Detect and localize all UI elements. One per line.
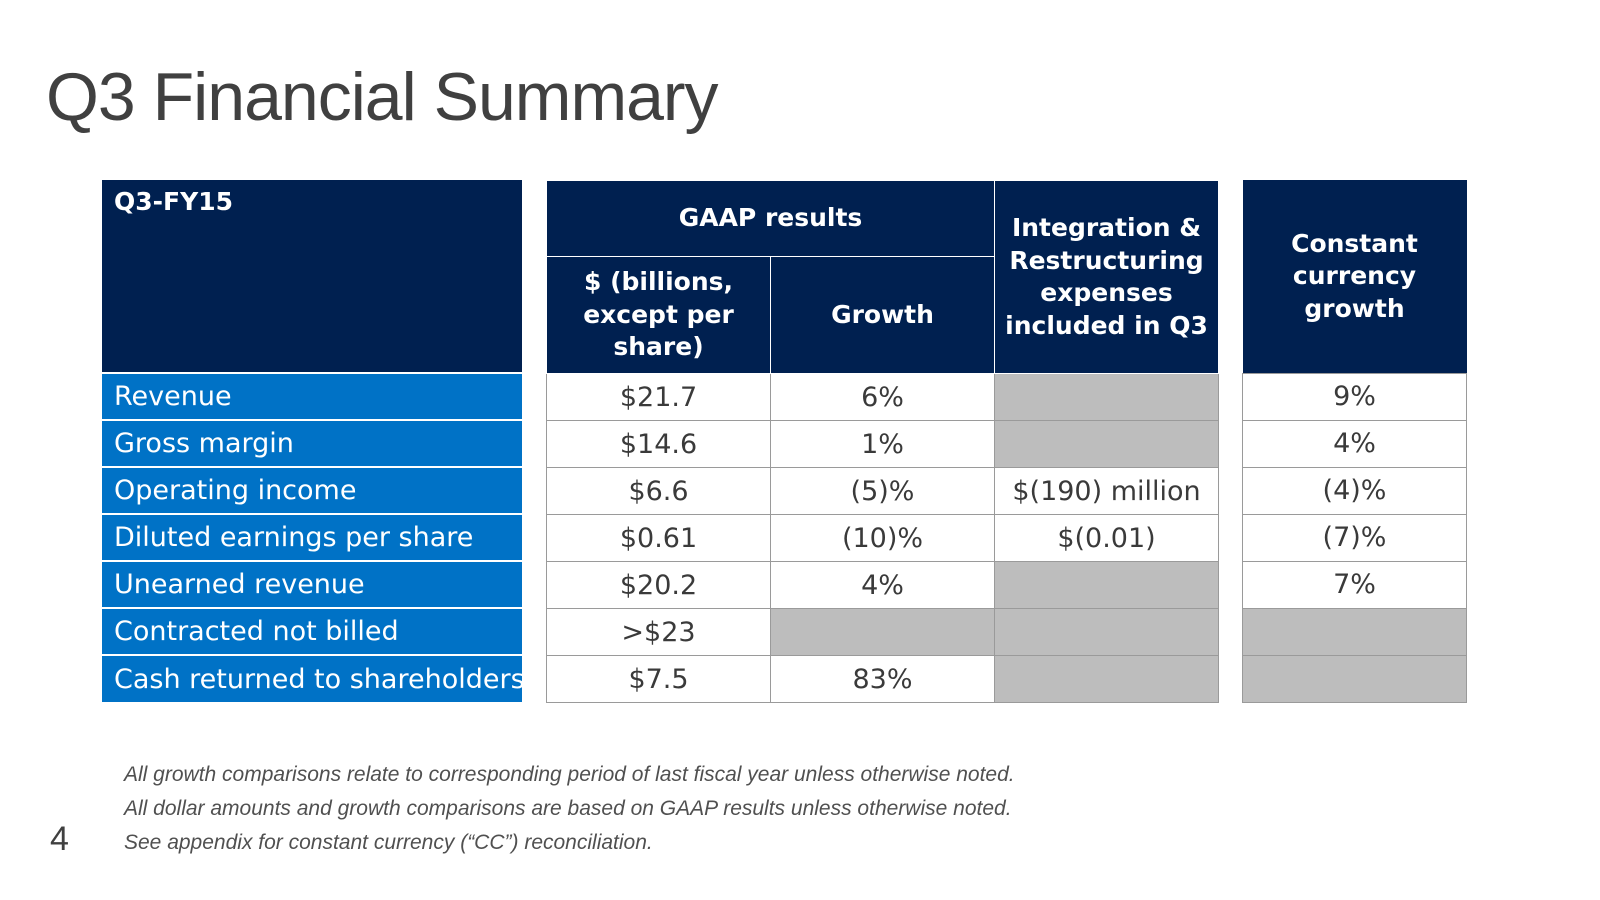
empty-cell <box>994 655 1220 703</box>
dollars-cell: $6.6 <box>546 467 771 515</box>
row-label: Cash returned to shareholders <box>102 654 525 702</box>
gaap-results-table: GAAP results Integration & Restructuring… <box>545 180 1220 703</box>
table-row: 7% <box>1242 560 1467 609</box>
dollars-billions-header: $ (billions, except per share) <box>546 256 771 374</box>
empty-cell <box>994 373 1220 421</box>
footnote: See appendix for constant currency (“CC”… <box>124 831 653 854</box>
dollars-cell: $20.2 <box>546 561 771 609</box>
empty-cell <box>769 608 996 656</box>
empty-cell <box>994 608 1220 656</box>
dollars-cell: $14.6 <box>546 420 771 468</box>
table-row <box>1242 654 1467 703</box>
footnote: All dollar amounts and growth comparison… <box>124 797 1012 820</box>
table-row: (7)% <box>1242 513 1467 562</box>
row-label: Operating income <box>102 466 522 514</box>
gaap-results-header: GAAP results <box>545 180 996 257</box>
row-label: Revenue <box>102 372 522 420</box>
growth-cell: (5)% <box>769 467 996 515</box>
table-row: $20.2 4% <box>546 561 1220 609</box>
row-label: Unearned revenue <box>102 560 522 608</box>
constant-currency-table: Constant currency growth 9% 4% (4)% (7)% 7% <box>1242 180 1467 703</box>
constant-currency-growth-cell: 4% <box>1242 419 1467 468</box>
constant-currency-growth-cell: 7% <box>1242 560 1467 609</box>
table-row: $6.6 (5)% $(190) million <box>546 467 1220 515</box>
table-row: Operating income <box>102 466 522 514</box>
table-row: Unearned revenue <box>102 560 522 608</box>
table-row: $0.61 (10)% $(0.01) <box>546 514 1220 562</box>
constant-currency-growth-cell: 9% <box>1242 372 1467 421</box>
growth-cell: 4% <box>769 561 996 609</box>
table-row: $7.5 83% <box>546 655 1220 703</box>
page-number: 4 <box>50 820 69 858</box>
integration-cell: $(0.01) <box>994 514 1220 562</box>
growth-cell: (10)% <box>769 514 996 562</box>
integration-cell: $(190) million <box>994 467 1220 515</box>
growth-cell: 6% <box>769 373 996 421</box>
footnote: All growth comparisons relate to corresp… <box>124 763 1015 786</box>
growth-cell: 1% <box>769 420 996 468</box>
table-row: $14.6 1% <box>546 420 1220 468</box>
table-row <box>1242 607 1467 656</box>
constant-currency-growth-cell: (4)% <box>1242 466 1467 515</box>
integration-restructuring-header: Integration & Restructuring expenses inc… <box>994 180 1220 374</box>
dollars-cell: $21.7 <box>546 373 771 421</box>
constant-currency-growth-cell: (7)% <box>1242 513 1467 562</box>
empty-cell <box>1242 654 1467 703</box>
empty-cell <box>1242 607 1467 656</box>
table-row: Diluted earnings per share <box>102 513 522 561</box>
empty-cell <box>994 420 1220 468</box>
table-row: 9% <box>1242 372 1467 421</box>
row-label: Gross margin <box>102 419 522 467</box>
table-row: Gross margin <box>102 419 522 467</box>
table-row: $21.7 6% <box>546 373 1220 421</box>
period-label: Q3-FY15 <box>102 180 522 373</box>
table-row: Revenue <box>102 372 522 420</box>
table-row: Cash returned to shareholders <box>102 654 525 702</box>
row-label-table: Q3-FY15 Revenue Gross margin Operating inc… <box>102 180 525 702</box>
dollars-cell: $7.5 <box>546 655 771 703</box>
row-label: Contracted not billed <box>102 607 522 655</box>
empty-cell <box>994 561 1220 609</box>
growth-cell: 83% <box>769 655 996 703</box>
row-label: Diluted earnings per share <box>102 513 522 561</box>
table-row: >$23 <box>546 608 1220 656</box>
dollars-cell: >$23 <box>546 608 771 656</box>
constant-currency-growth-header: Constant currency growth <box>1242 180 1467 373</box>
slide-title: Q3 Financial Summary <box>46 59 719 135</box>
table-row: 4% <box>1242 419 1467 468</box>
table-row: Contracted not billed <box>102 607 522 655</box>
table-row: (4)% <box>1242 466 1467 515</box>
dollars-cell: $0.61 <box>546 514 771 562</box>
growth-header: Growth <box>769 256 996 374</box>
footnotes: All growth comparisons relate to corresp… <box>124 758 1015 860</box>
